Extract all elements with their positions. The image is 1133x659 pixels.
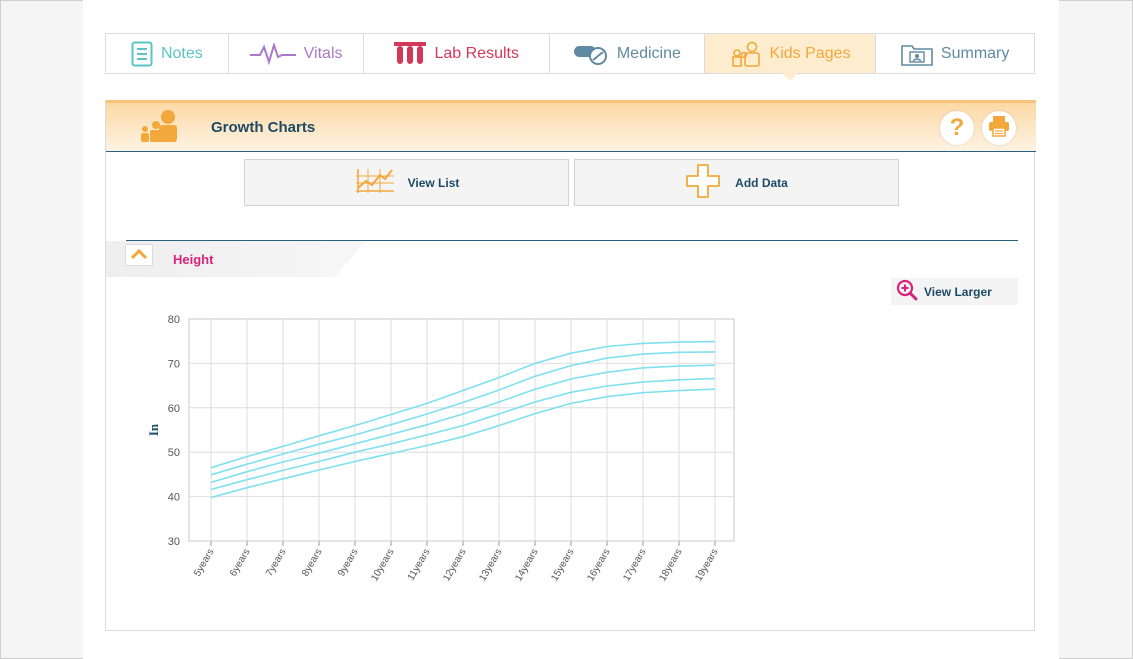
notes-icon bbox=[131, 41, 153, 67]
panel-header: Growth Charts ? bbox=[106, 100, 1036, 152]
print-button[interactable] bbox=[982, 111, 1016, 145]
help-icon: ? bbox=[949, 114, 965, 141]
vitals-icon bbox=[249, 42, 296, 65]
x-tick-label: 10years bbox=[369, 547, 396, 583]
line-chart-icon bbox=[354, 167, 394, 198]
y-tick-label: 60 bbox=[168, 403, 180, 415]
tab-vitals[interactable]: Vitals bbox=[229, 34, 365, 73]
zoom-in-icon bbox=[896, 279, 918, 304]
x-tick-label: 15years bbox=[549, 547, 576, 583]
chevron-up-icon bbox=[130, 246, 148, 264]
tab-lab-results-label: Lab Results bbox=[434, 44, 519, 62]
y-tick-label: 70 bbox=[168, 358, 180, 370]
y-tick-label: 40 bbox=[168, 492, 180, 504]
help-button[interactable]: ? bbox=[940, 111, 974, 145]
x-tick-label: 19years bbox=[693, 547, 720, 583]
x-tick-label: 14years bbox=[513, 547, 540, 583]
series-line-3 bbox=[210, 364, 716, 484]
x-tick-label: 6years bbox=[228, 547, 253, 578]
series-line-1 bbox=[210, 388, 716, 499]
x-tick-label: 5years bbox=[192, 547, 217, 578]
page-title: Growth Charts bbox=[211, 119, 316, 136]
kids-header-icon bbox=[140, 108, 182, 149]
top-tabs: Notes Vitals Lab Results Medicine Kids P… bbox=[105, 33, 1035, 81]
x-tick-label: 13years bbox=[477, 547, 504, 583]
summary-icon bbox=[901, 42, 933, 66]
tab-summary[interactable]: Summary bbox=[876, 34, 1034, 73]
series-line-2 bbox=[210, 377, 716, 491]
collapse-button[interactable] bbox=[125, 244, 153, 266]
growth-charts-panel: Growth Charts ? View List Add Data bbox=[105, 100, 1036, 631]
section-title: Height bbox=[173, 252, 214, 267]
print-icon bbox=[988, 115, 1010, 142]
series-line-4 bbox=[210, 351, 716, 476]
add-data-label: Add Data bbox=[735, 175, 788, 190]
add-data-button[interactable]: Add Data bbox=[574, 159, 899, 206]
x-tick-label: 16years bbox=[585, 547, 612, 583]
y-tick-label: 50 bbox=[168, 447, 180, 459]
view-larger-label: View Larger bbox=[924, 284, 992, 299]
x-tick-label: 9years bbox=[336, 547, 361, 578]
y-tick-label: 30 bbox=[168, 536, 180, 548]
tab-kids-pages[interactable]: Kids Pages bbox=[704, 34, 877, 81]
x-tick-label: 8years bbox=[300, 547, 325, 578]
y-axis-label: In bbox=[146, 423, 161, 436]
tab-medicine[interactable]: Medicine bbox=[550, 34, 705, 73]
page: Notes Vitals Lab Results Medicine Kids P… bbox=[83, 0, 1059, 659]
plus-icon bbox=[685, 163, 721, 202]
tab-kids-pages-label: Kids Pages bbox=[769, 44, 851, 62]
tab-notes-label: Notes bbox=[160, 44, 203, 62]
x-tick-label: 18years bbox=[657, 547, 684, 583]
y-tick-label: 80 bbox=[168, 314, 180, 326]
section-divider bbox=[126, 240, 1018, 241]
x-tick-label: 12years bbox=[441, 547, 468, 583]
view-larger-button[interactable]: View Larger bbox=[891, 278, 1018, 305]
tab-lab-results[interactable]: Lab Results bbox=[364, 34, 551, 73]
x-tick-label: 11years bbox=[406, 547, 433, 583]
x-tick-label: 7years bbox=[264, 547, 289, 578]
tab-medicine-label: Medicine bbox=[616, 44, 681, 62]
plot-area bbox=[188, 318, 735, 542]
x-tick-label: 17years bbox=[621, 547, 648, 583]
series-line-5 bbox=[210, 340, 716, 469]
tab-vitals-label: Vitals bbox=[303, 44, 343, 62]
view-list-button[interactable]: View List bbox=[244, 159, 569, 206]
kids-icon bbox=[730, 41, 762, 67]
view-list-label: View List bbox=[407, 175, 460, 190]
tab-notes[interactable]: Notes bbox=[106, 34, 229, 73]
lab-results-icon bbox=[394, 41, 427, 66]
tab-summary-label: Summary bbox=[940, 44, 1010, 62]
medicine-icon bbox=[573, 43, 609, 65]
